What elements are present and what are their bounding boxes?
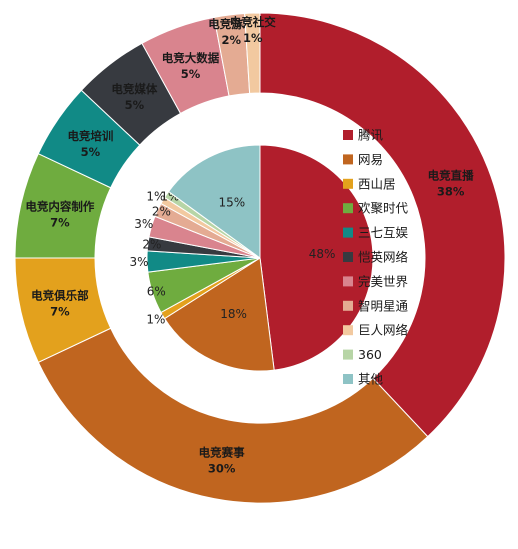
legend-label: 西山居: [358, 176, 396, 191]
legend-swatch: [343, 325, 353, 336]
legend-swatch: [343, 300, 353, 311]
inner-slice-value-label: 2%: [152, 205, 171, 219]
outer-slice-category-label: 电竞赛事: [199, 445, 245, 459]
outer-slice-value-label: 7%: [50, 305, 70, 319]
legend-label: 腾讯: [358, 128, 384, 143]
outer-slice-category-label: 电竞社交: [230, 15, 276, 29]
inner-slice: [259, 144, 374, 371]
outer-slice-value-label: 5%: [181, 67, 201, 81]
outer-slice: [259, 12, 506, 438]
inner-slice-value-label: 15%: [218, 196, 245, 210]
inner-slice-value-label: 1%: [146, 189, 165, 203]
outer-slice-category-label: 电竞媒体: [111, 82, 157, 96]
outer-slice: [37, 327, 429, 504]
outer-slice-category-label: 电竞内容制作: [25, 199, 94, 213]
outer-slice-value-label: 1%: [243, 31, 263, 45]
outer-slice-value-label: 5%: [81, 145, 101, 159]
outer-slice-category-label: 电竞游戏: [208, 17, 254, 31]
legend-swatch: [343, 276, 353, 287]
outer-ring: 电竞直播 38% 电竞赛事 30% 电竞俱乐部 7% 电竞内容制作 7% 电竞培训 5% 电竞媒体 5…: [14, 12, 506, 504]
legend-label: 恺英网络: [358, 250, 409, 265]
outer-slice-value-label: 7%: [50, 215, 70, 229]
inner-slice-value-label: 1%: [146, 313, 165, 327]
legend-label: 网易: [358, 152, 383, 167]
inner-slice-value-label: 3%: [134, 217, 153, 231]
legend-swatch: [343, 349, 353, 360]
outer-slice-value-label: 38%: [437, 185, 465, 199]
inner-slice-value-label: 6%: [147, 285, 166, 299]
legend-label: 完美世界: [358, 274, 409, 289]
legend-label: 360: [358, 347, 382, 362]
outer-slice-category-label: 电竞直播: [428, 169, 474, 183]
legend-swatch: [343, 252, 353, 262]
legend-label: 其他: [358, 372, 384, 387]
outer-slice-value-label: 30%: [208, 461, 236, 475]
legend-label: 欢聚时代: [358, 201, 409, 216]
inner-slice: [163, 257, 275, 372]
legend-swatch: [343, 203, 353, 214]
legend-swatch: [343, 374, 353, 384]
inner-slice-value-label: 48%: [309, 247, 336, 261]
outer-slice-category-label: 电竞大数据: [162, 51, 220, 65]
outer-slice-value-label: 2%: [222, 33, 242, 47]
legend-label: 巨人网络: [358, 323, 409, 338]
legend-swatch: [343, 178, 353, 189]
legend-label: 智明星通: [358, 298, 409, 313]
legend-swatch: [343, 154, 353, 165]
outer-slice: [244, 12, 261, 94]
inner-slice-value-label: 2%: [142, 237, 161, 251]
inner-ring: 48%18%1%6%3%2%3%2%1%1% 15%: [130, 144, 374, 372]
inner-slice-value-label: 3%: [130, 255, 149, 269]
outer-slice-category-label: 电竞俱乐部: [31, 289, 89, 303]
legend-swatch: [343, 227, 353, 238]
inner-slice: [167, 144, 261, 259]
outer-slice-value-label: 5%: [125, 98, 145, 112]
legend-label: 三七互娱: [358, 225, 409, 240]
outer-slice-category-label: 电竞培训: [67, 129, 113, 143]
legend-swatch: [343, 130, 353, 140]
inner-slice-value-label: 18%: [220, 307, 247, 321]
